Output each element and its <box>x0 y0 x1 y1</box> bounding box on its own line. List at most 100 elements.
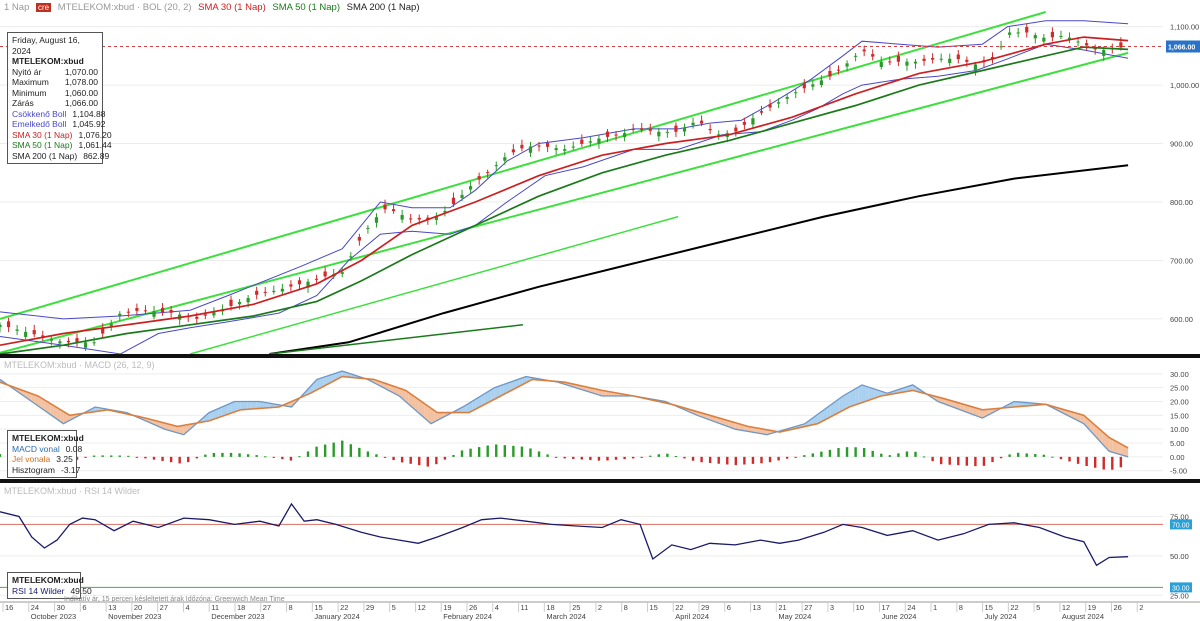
candle-body <box>1076 41 1080 43</box>
macd-fill-segment <box>728 420 733 429</box>
tooltip-row-label: Zárás <box>12 98 34 108</box>
macd-histogram-bar <box>152 456 156 460</box>
tooltip-row: RSI 14 Wilder 49.50 <box>12 586 92 597</box>
macd-histogram-bar <box>657 454 661 457</box>
macd-histogram-bar <box>529 448 532 457</box>
macd-histogram-bar <box>734 456 738 466</box>
tooltip-row-label: MACD vonal <box>12 443 60 454</box>
candle-body <box>75 338 79 343</box>
candle-body <box>314 278 319 280</box>
macd-histogram-bar <box>92 455 96 457</box>
macd-histogram-bar <box>785 456 789 459</box>
macd-fill-segment <box>1077 413 1081 423</box>
footer-note: Indikatív ár, 15 percen késleltetett ára… <box>64 596 285 603</box>
macd-fill-segment <box>1074 412 1078 421</box>
macd-fill-segment <box>953 401 958 409</box>
macd-histogram-bar <box>1119 456 1123 468</box>
candle-body <box>0 324 2 328</box>
macd-fill-segment <box>909 384 913 391</box>
candle-body <box>1033 35 1037 39</box>
macd-fill-segment <box>1121 444 1125 456</box>
x-day-label: 27 <box>263 603 271 612</box>
macd-histogram-bar <box>1111 456 1114 470</box>
macd-histogram-bar <box>289 456 293 461</box>
macd-fill-segment <box>754 427 758 434</box>
candle-body <box>160 307 165 312</box>
macd-fill-segment <box>839 395 843 413</box>
tooltip-row-value: 862.89 <box>83 150 110 161</box>
macd-fill-segment <box>488 389 492 403</box>
candle-body <box>742 121 746 125</box>
price-legend: 1 Nap cre MTELEKOM:xbud · BOL (20, 2) SM… <box>4 2 424 13</box>
macd-fill-segment <box>877 390 881 398</box>
x-day-label: 6 <box>82 603 86 612</box>
macd-histogram-bar <box>666 453 669 457</box>
candle-body <box>751 118 755 125</box>
macd-histogram-bar <box>298 456 301 458</box>
macd-fill-segment <box>849 390 853 408</box>
x-day-label: 29 <box>366 603 374 612</box>
candle-body <box>682 127 687 132</box>
macd-fill-segment <box>823 407 828 421</box>
macd-fill-segment <box>424 403 428 421</box>
candle-body <box>306 281 310 288</box>
macd-fill-segment <box>842 394 847 411</box>
tooltip-row: SMA 30 (1 Nap) 1,076.20 <box>12 130 112 141</box>
rsi-line <box>0 502 1129 567</box>
candle-body <box>92 342 96 344</box>
candle-body <box>1059 35 1063 37</box>
candle-body <box>759 111 764 113</box>
macd-tooltip: MTELEKOM:xbud MACD vonal 0.08 Jel vonala 3.… <box>7 430 84 478</box>
candle-body <box>297 280 302 285</box>
x-month-label: November 2023 <box>108 612 161 621</box>
candle-body <box>24 331 28 337</box>
macd-fill-segment <box>224 404 229 416</box>
macd-fill-segment <box>969 406 973 415</box>
macd-histogram-bar <box>572 456 575 459</box>
macd-fill-segment <box>418 399 422 416</box>
x-day-label: 3 <box>830 603 834 612</box>
macd-histogram-bar <box>169 456 173 463</box>
x-day-label: 22 <box>340 603 348 612</box>
macd-fill-segment <box>392 386 397 395</box>
macd-histogram-bar <box>982 456 986 466</box>
macd-fill-segment <box>817 412 821 424</box>
tooltip-row: SMA 50 (1 Nap) 1,061.44 <box>12 140 112 151</box>
macd-histogram-bar <box>914 451 917 457</box>
x-day-label: 22 <box>1010 603 1018 612</box>
macd-histogram-bar <box>828 449 832 457</box>
rsi-tick-label: 25.00 <box>1170 591 1189 600</box>
sma50-line <box>0 46 1129 355</box>
rsi-panel-title: MTELEKOM:xbud · RSI 14 Wilder <box>4 486 141 496</box>
macd-histogram-bar <box>495 444 498 457</box>
macd-fill-segment <box>484 391 489 405</box>
macd-fill-segment <box>855 386 859 405</box>
x-day-label: 4 <box>185 603 189 612</box>
candle-body <box>665 131 669 133</box>
macd-fill-segment <box>402 389 406 402</box>
macd-fill-segment <box>310 382 314 394</box>
candle-body <box>700 120 704 124</box>
candle-body <box>854 55 858 57</box>
macd-histogram-bar <box>477 447 481 457</box>
macd-fill-segment <box>497 385 501 398</box>
candle-body <box>871 54 875 57</box>
macd-fill-segment <box>950 400 954 408</box>
candle-body <box>605 131 610 137</box>
macd-fill-segment <box>202 415 206 422</box>
x-day-label: 26 <box>469 603 477 612</box>
macd-fill-segment <box>494 386 498 400</box>
candle-body <box>828 70 832 77</box>
candle-body <box>152 311 156 317</box>
candle-body <box>973 64 977 71</box>
trend-channel-line <box>0 11 1046 320</box>
y-axis-strip <box>1163 0 1200 621</box>
candle-body <box>794 92 798 94</box>
macd-fill-segment <box>833 400 837 416</box>
rsi-level-tag <box>1170 519 1192 530</box>
x-month-label: April 2024 <box>675 612 709 621</box>
candle-body <box>528 146 533 153</box>
x-month-label: June 2024 <box>881 612 916 621</box>
macd-histogram-bar <box>1025 453 1028 457</box>
candle-body <box>477 176 481 180</box>
